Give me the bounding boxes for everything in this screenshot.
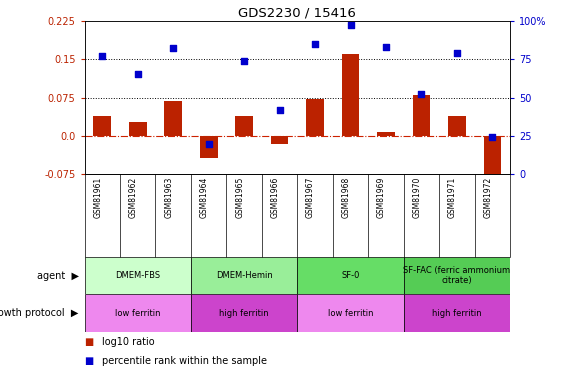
Bar [306, 99, 324, 136]
Bar [297, 257, 404, 294]
Point [452, 50, 462, 56]
Point [240, 58, 249, 64]
Text: GSM81969: GSM81969 [377, 177, 386, 218]
Bar [342, 54, 359, 136]
Bar [236, 117, 253, 136]
Bar [85, 257, 191, 294]
Point [488, 135, 497, 141]
Text: percentile rank within the sample: percentile rank within the sample [102, 356, 267, 366]
Point [275, 107, 285, 113]
Text: low ferritin: low ferritin [115, 309, 160, 318]
Bar [297, 294, 404, 332]
Text: log10 ratio: log10 ratio [102, 337, 154, 347]
Bar [271, 136, 289, 144]
Point [417, 92, 426, 98]
Text: SF-0: SF-0 [341, 271, 360, 280]
Bar [403, 257, 510, 294]
Bar [93, 117, 111, 136]
Bar [377, 132, 395, 136]
Text: low ferritin: low ferritin [328, 309, 373, 318]
Point [97, 53, 107, 59]
Point [381, 44, 391, 50]
Bar [191, 257, 297, 294]
Bar [483, 136, 501, 184]
Text: agent  ▶: agent ▶ [37, 271, 79, 280]
Text: DMEM-Hemin: DMEM-Hemin [216, 271, 272, 280]
Point [168, 45, 178, 51]
Bar [129, 122, 146, 136]
Bar [200, 136, 217, 159]
Text: high ferritin: high ferritin [432, 309, 482, 318]
Bar [164, 101, 182, 136]
Text: GSM81965: GSM81965 [235, 177, 244, 218]
Text: GSM81972: GSM81972 [483, 177, 493, 218]
Point [204, 141, 213, 147]
Text: GSM81971: GSM81971 [448, 177, 457, 218]
Text: GSM81963: GSM81963 [164, 177, 173, 218]
Text: GSM81970: GSM81970 [412, 177, 422, 218]
Bar [413, 95, 430, 136]
Text: SF-FAC (ferric ammonium
citrate): SF-FAC (ferric ammonium citrate) [403, 266, 511, 285]
Point [133, 71, 142, 78]
Text: DMEM-FBS: DMEM-FBS [115, 271, 160, 280]
Text: GSM81961: GSM81961 [93, 177, 102, 218]
Point [310, 41, 319, 47]
Bar [85, 294, 191, 332]
Bar [448, 117, 466, 136]
Bar [191, 294, 297, 332]
Point [346, 22, 355, 28]
Text: GSM81968: GSM81968 [342, 177, 350, 218]
Text: ■: ■ [85, 337, 94, 347]
Text: growth protocol  ▶: growth protocol ▶ [0, 308, 79, 318]
Text: ■: ■ [85, 356, 94, 366]
Text: GSM81966: GSM81966 [271, 177, 280, 218]
Text: GSM81962: GSM81962 [129, 177, 138, 218]
Text: GSM81964: GSM81964 [199, 177, 209, 218]
Title: GDS2230 / 15416: GDS2230 / 15416 [238, 6, 356, 20]
Text: high ferritin: high ferritin [219, 309, 269, 318]
Bar [403, 294, 510, 332]
Text: GSM81967: GSM81967 [306, 177, 315, 218]
